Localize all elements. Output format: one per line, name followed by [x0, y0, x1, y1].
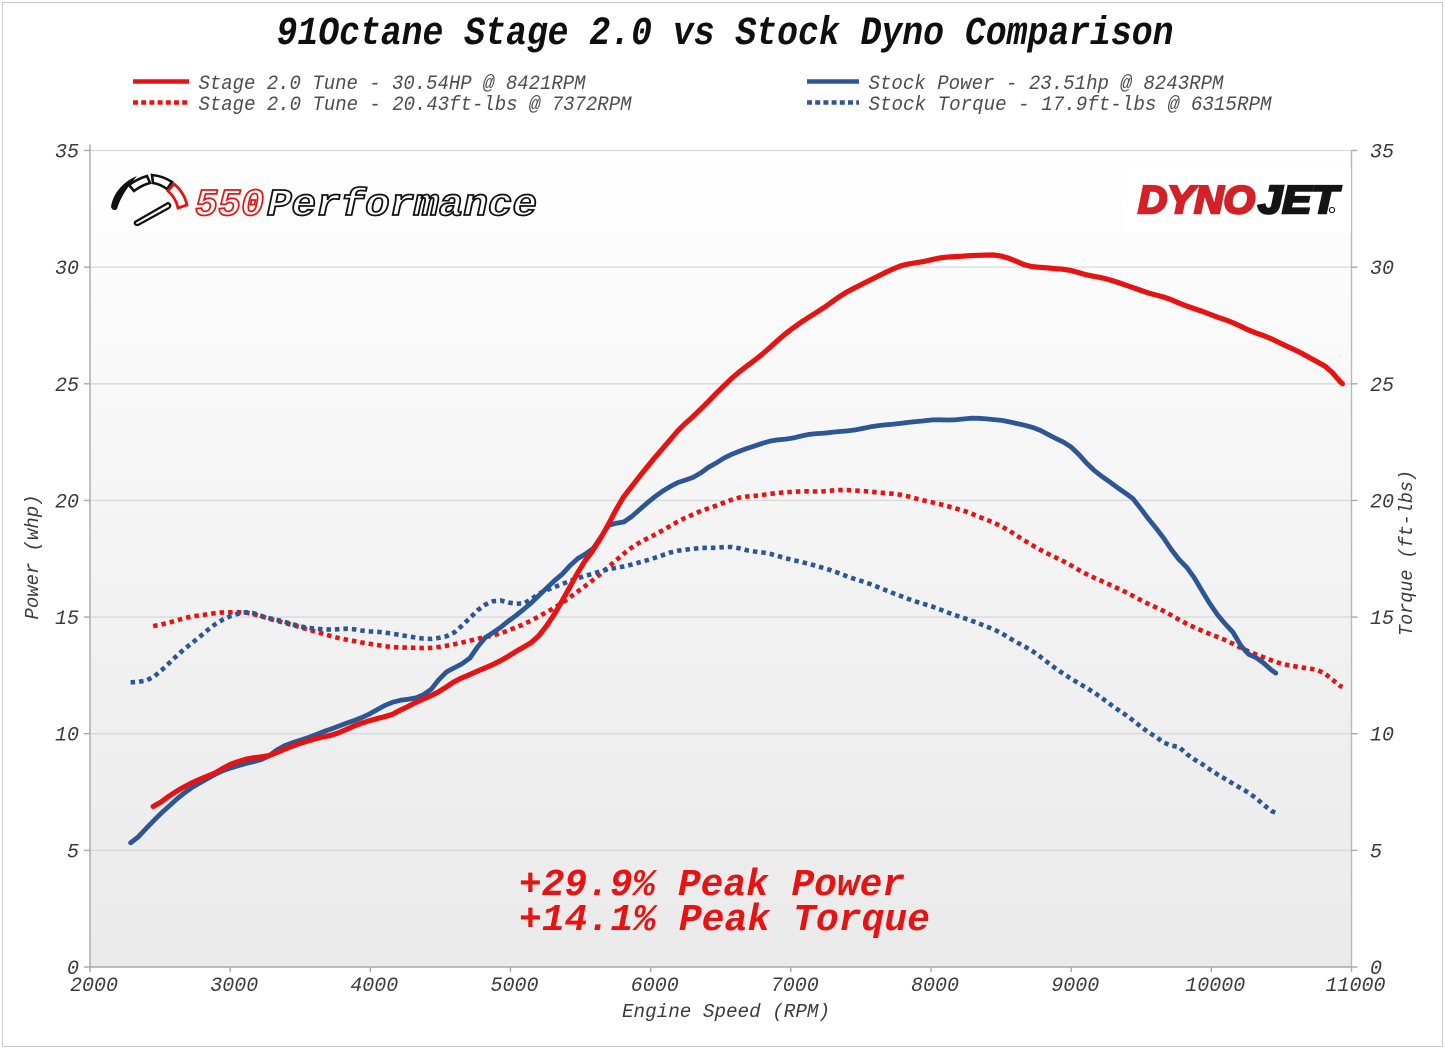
svg-text:25: 25 — [55, 375, 79, 398]
svg-text:10: 10 — [55, 725, 79, 748]
svg-text:7000: 7000 — [771, 975, 819, 998]
svg-text:91Octane Stage 2.0 vs Stock Dy: 91Octane Stage 2.0 vs Stock Dyno Compari… — [277, 12, 1174, 57]
svg-text:20: 20 — [1370, 491, 1394, 514]
svg-text:35: 35 — [55, 142, 79, 165]
svg-text:30: 30 — [55, 258, 79, 281]
svg-text:20: 20 — [55, 491, 79, 514]
svg-text:5: 5 — [1370, 841, 1382, 864]
svg-text:Power (whp): Power (whp) — [22, 495, 44, 620]
svg-text:30: 30 — [1370, 258, 1394, 281]
svg-text:DYNO: DYNO — [1138, 179, 1255, 222]
svg-text:11000: 11000 — [1325, 975, 1385, 998]
svg-text:15: 15 — [55, 608, 79, 631]
svg-text:Stock Torque - 17.9ft-lbs @ 63: Stock Torque - 17.9ft-lbs @ 6315RPM — [869, 94, 1273, 117]
svg-text:0: 0 — [1370, 958, 1382, 981]
svg-text:35: 35 — [1370, 142, 1394, 165]
svg-text:+14.1% Peak Torque: +14.1% Peak Torque — [519, 899, 930, 942]
svg-text:5000: 5000 — [490, 975, 538, 998]
svg-text:10000: 10000 — [1185, 975, 1245, 998]
svg-text:9000: 9000 — [1051, 975, 1099, 998]
svg-text:10: 10 — [1370, 725, 1394, 748]
svg-text:3000: 3000 — [210, 975, 258, 998]
svg-text:8000: 8000 — [911, 975, 959, 998]
svg-text:6000: 6000 — [631, 975, 679, 998]
svg-text:25: 25 — [1370, 375, 1394, 398]
svg-text:Torque (ft-lbs): Torque (ft-lbs) — [1396, 470, 1418, 636]
svg-text:5: 5 — [67, 841, 79, 864]
svg-text:15: 15 — [1370, 608, 1394, 631]
svg-text:4000: 4000 — [350, 975, 398, 998]
svg-text:Stage 2.0 Tune - 30.54HP @ 842: Stage 2.0 Tune - 30.54HP @ 8421RPM — [199, 73, 587, 96]
svg-text:2000: 2000 — [70, 975, 118, 998]
svg-text:+29.9% Peak Power: +29.9% Peak Power — [519, 864, 905, 907]
svg-text:Stage 2.0 Tune - 20.43ft-lbs @: Stage 2.0 Tune - 20.43ft-lbs @ 7372RPM — [199, 94, 633, 117]
svg-text:550: 550 — [195, 184, 264, 227]
svg-text:Stock Power - 23.51hp @ 8243RP: Stock Power - 23.51hp @ 8243RPM — [869, 73, 1225, 96]
svg-text:Engine Speed (RPM): Engine Speed (RPM) — [622, 1001, 830, 1023]
svg-text:JET: JET — [1258, 179, 1342, 222]
svg-text:0: 0 — [67, 958, 79, 981]
svg-text:Performance: Performance — [267, 184, 537, 227]
